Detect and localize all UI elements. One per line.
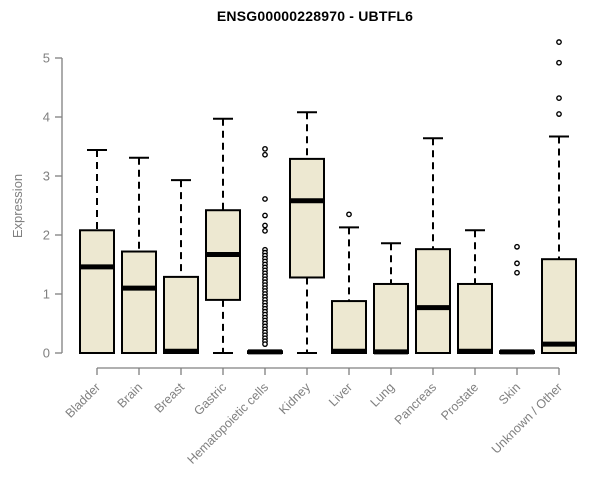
- x-tick-label-hematopoietic-cells: Hematopoietic cells: [185, 380, 272, 467]
- y-tick-label: 4: [43, 110, 50, 125]
- x-tick-label-lung: Lung: [368, 380, 398, 410]
- outlier-point: [556, 59, 562, 66]
- x-tick-label-liver: Liver: [326, 380, 355, 409]
- x-tick-label-bladder: Bladder: [63, 380, 103, 420]
- box-brain: [121, 156, 157, 355]
- x-tick-label-kidney: Kidney: [276, 380, 313, 417]
- outlier-point: [346, 211, 352, 218]
- y-tick-label: 5: [43, 51, 50, 66]
- box-skin: [499, 243, 535, 355]
- iqr-box: [289, 157, 325, 279]
- x-tick-label-gastric: Gastric: [191, 380, 229, 418]
- outlier-point: [556, 111, 562, 117]
- outlier-point: [514, 260, 520, 267]
- outlier-point: [262, 196, 268, 202]
- iqr-box: [457, 282, 493, 354]
- outlier-point: [262, 212, 268, 219]
- box-lung: [373, 242, 409, 355]
- box-kidney: [289, 111, 325, 354]
- box-breast: [163, 179, 199, 355]
- x-tick-label-skin: Skin: [496, 380, 523, 407]
- y-tick-label: 0: [43, 346, 50, 361]
- iqr-box: [121, 250, 157, 355]
- outlier-point: [556, 95, 562, 102]
- outlier-point: [262, 227, 268, 234]
- x-tick-label-unknown-other: Unknown / Other: [489, 380, 565, 456]
- y-tick-label: 1: [43, 287, 50, 302]
- outlier-point: [556, 39, 562, 45]
- outlier-point: [262, 222, 268, 229]
- iqr-box: [415, 248, 451, 354]
- y-tick-label: 3: [43, 169, 50, 184]
- x-tick-label-prostate: Prostate: [438, 380, 481, 423]
- chart-title: ENSG00000228970 - UBTFL6: [216, 8, 414, 24]
- outlier-point: [262, 151, 268, 158]
- outlier-point: [262, 341, 268, 348]
- box-gastric: [205, 117, 241, 354]
- box-prostate: [457, 229, 493, 354]
- x-tick-label-pancreas: Pancreas: [392, 380, 439, 427]
- box-liver: [331, 211, 367, 354]
- iqr-box: [331, 300, 367, 354]
- box-bladder: [79, 149, 115, 354]
- iqr-box: [79, 229, 115, 354]
- y-axis: 0 1 2 3 4 5: [43, 51, 63, 361]
- outlier-point: [514, 269, 520, 276]
- outlier-point: [514, 243, 520, 250]
- iqr-box: [373, 282, 409, 354]
- iqr-box: [163, 275, 199, 355]
- y-tick-label: 2: [43, 228, 50, 243]
- box-hematopoietic-cells: [247, 145, 283, 355]
- outlier-point: [262, 145, 268, 152]
- iqr-box: [541, 258, 577, 354]
- x-tick-label-breast: Breast: [152, 380, 188, 416]
- x-tick-label-brain: Brain: [115, 380, 146, 411]
- box-pancreas: [415, 137, 451, 354]
- box-unknown-other: [541, 39, 577, 354]
